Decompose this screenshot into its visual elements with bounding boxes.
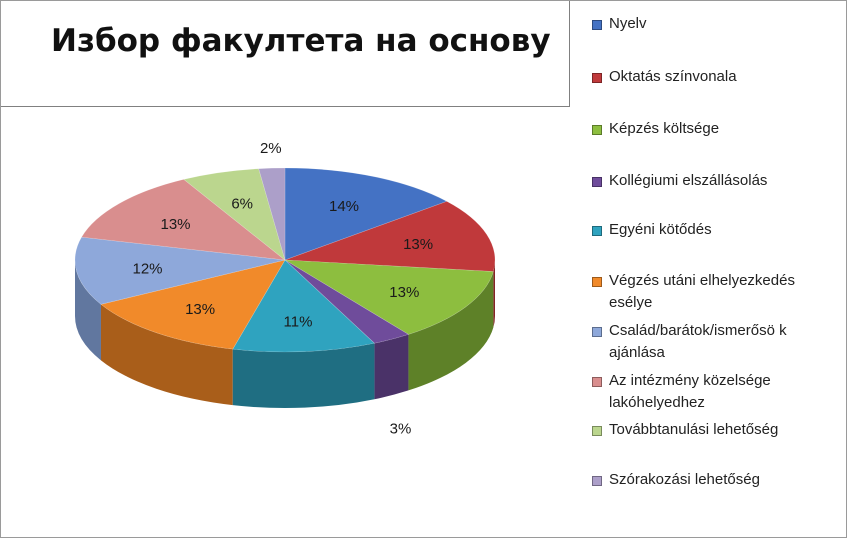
- slice-label-9: 2%: [260, 140, 282, 157]
- slice-label-3: 3%: [390, 421, 412, 438]
- legend-swatch-0: [592, 20, 602, 30]
- legend-label-6: Család/barátok/ismerősö k ajánlása: [609, 322, 787, 361]
- pie-slice-7: [81, 179, 287, 261]
- legend-label-7: Az intézmény közelsége lakóhelyedhez: [609, 372, 771, 411]
- pie-slice-9: [258, 167, 286, 261]
- pie-slice-6: [74, 236, 286, 305]
- legend-label-4: Egyéni kötődés: [609, 221, 712, 238]
- pie-side-3: [374, 334, 409, 400]
- pie-slice-5: [100, 259, 286, 350]
- legend-label-3: Kollégiumi elszállásolás: [609, 172, 768, 189]
- pie-slice-3: [284, 259, 410, 344]
- slice-label-1: 13%: [403, 236, 433, 253]
- legend-label-0: Nyelv: [609, 15, 647, 32]
- legend-item-3: Kollégiumi elszállásolás: [592, 172, 834, 192]
- legend-item-2: Képzés költsége: [592, 120, 834, 140]
- pie-side-2: [408, 271, 494, 391]
- legend-item-7: Az intézmény közelsége lakóhelyedhez: [592, 372, 834, 414]
- legend-label-1: Oktatás színvonala: [609, 68, 737, 85]
- legend-swatch-8: [592, 426, 602, 436]
- legend-item-5: Végzés utáni elhelyezkedés esélye: [592, 272, 834, 314]
- legend-swatch-2: [592, 125, 602, 135]
- legend-item-1: Oktatás színvonala: [592, 68, 834, 88]
- title-box: Избор факултета на основу: [1, 1, 570, 107]
- legend-item-6: Család/barátok/ismerősö k ajánlása: [592, 322, 834, 364]
- legend-swatch-7: [592, 377, 602, 387]
- slice-label-2: 13%: [389, 284, 419, 301]
- slice-label-5: 13%: [185, 301, 215, 318]
- legend-swatch-5: [592, 277, 602, 287]
- slice-label-8: 6%: [231, 195, 253, 212]
- slice-label-0: 14%: [329, 198, 359, 215]
- legend-swatch-9: [592, 476, 602, 486]
- legend-swatch-6: [592, 327, 602, 337]
- pie-slice-1: [284, 201, 496, 272]
- legend-label-5: Végzés utáni elhelyezkedés esélye: [609, 272, 795, 311]
- legend-label-9: Szórakozási lehetőség: [609, 471, 760, 488]
- pie-slice-4: [232, 259, 376, 353]
- pie-side-6: [75, 260, 101, 361]
- slice-label-6: 12%: [132, 261, 162, 278]
- legend-item-4: Egyéni kötődés: [592, 221, 834, 241]
- pie-slice-2: [284, 259, 494, 335]
- legend-label-2: Képzés költsége: [609, 120, 720, 137]
- legend-swatch-4: [592, 226, 602, 236]
- legend-label-8: Továbbtanulási lehetőség: [609, 421, 779, 438]
- pie-side-1: [493, 260, 495, 328]
- slice-label-4: 11%: [284, 314, 313, 331]
- legend-item-9: Szórakozási lehetőség: [592, 471, 834, 491]
- pie-slice-8: [183, 168, 286, 261]
- legend-item-0: Nyelv: [592, 15, 834, 35]
- pie-side-5: [100, 304, 233, 406]
- pie-slice-0: [284, 167, 448, 261]
- legend-swatch-3: [592, 177, 602, 187]
- pie-side-4: [232, 343, 375, 408]
- legend-swatch-1: [592, 73, 602, 83]
- chart-title: Избор факултета на основу: [51, 23, 551, 59]
- slice-label-7: 13%: [160, 216, 190, 233]
- legend-item-8: Továbbtanulási lehetőség: [592, 421, 834, 441]
